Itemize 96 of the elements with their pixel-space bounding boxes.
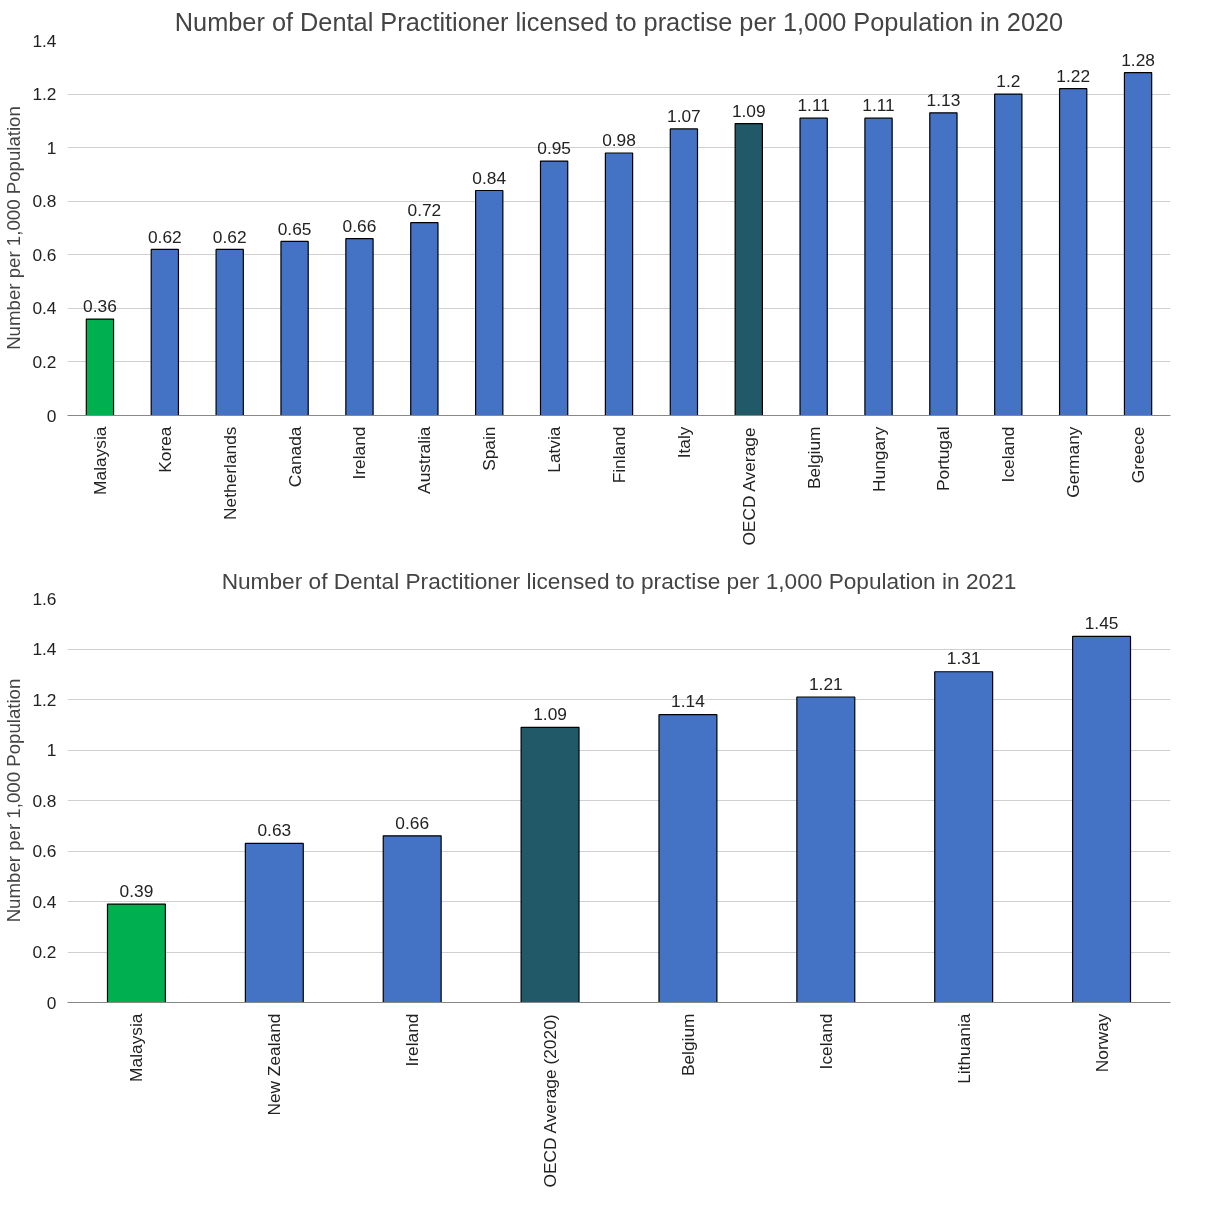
bar — [539, 160, 569, 416]
data-label: 1.11 — [862, 95, 895, 116]
data-label: 1.28 — [1121, 49, 1155, 70]
bar — [799, 117, 828, 416]
bar — [106, 903, 166, 1003]
data-label: 0.98 — [602, 130, 636, 151]
data-label: 1.31 — [946, 648, 981, 669]
x-tick-label: Belgium — [677, 1013, 698, 1077]
data-label: 0.63 — [257, 820, 292, 841]
y-axis-title: Number per 1,000 Population — [3, 106, 25, 350]
chart-title: Number of Dental Practitioner licensed to practise per 1,000 Population in 2020 — [174, 7, 1064, 36]
x-tick-label: Ireland — [349, 426, 370, 480]
x-tick-label: Australia — [414, 426, 435, 494]
y-tick-label: 1 — [46, 740, 57, 760]
bar — [1058, 88, 1088, 416]
bar — [658, 714, 718, 1003]
bar — [734, 122, 763, 416]
x-tick-label: Ireland — [402, 1013, 423, 1067]
y-tick-label: 0 — [46, 992, 57, 1013]
x-tick-label: Belgium — [803, 426, 824, 490]
bar — [604, 152, 634, 416]
x-tick-label: Lithuania — [953, 1013, 974, 1084]
bar — [85, 318, 115, 416]
data-label: 0.62 — [147, 226, 182, 247]
y-tick-label: 0.6 — [32, 244, 57, 265]
data-label: 0.95 — [537, 138, 571, 159]
bar — [796, 696, 856, 1003]
data-label: 0.72 — [407, 199, 442, 220]
data-label: 0.84 — [472, 167, 507, 188]
data-label: 0.66 — [342, 215, 377, 236]
data-label: 1.14 — [671, 691, 706, 712]
data-label: 0.66 — [395, 812, 430, 833]
y-tick-label: 1.2 — [32, 84, 57, 105]
x-tick-label: Korea — [154, 426, 175, 473]
bar — [215, 248, 244, 416]
y-tick-label: 1.6 — [32, 588, 57, 609]
data-label: 1.11 — [797, 95, 830, 116]
bar — [1123, 72, 1153, 416]
data-label: 1.13 — [926, 90, 961, 111]
data-label: 0.62 — [212, 226, 247, 247]
x-tick-label: New Zealand — [264, 1013, 285, 1116]
x-tick-label: Netherlands — [219, 426, 240, 520]
x-tick-label: Canada — [284, 426, 305, 488]
y-tick-label: 0.4 — [32, 891, 57, 912]
data-label: 0.39 — [119, 880, 154, 901]
y-tick-label: 0.2 — [32, 942, 57, 962]
x-tick-label: Iceland — [998, 426, 1019, 483]
x-tick-label: Finland — [609, 426, 629, 484]
bar — [669, 128, 699, 416]
bar — [864, 117, 893, 416]
x-tick-label: Iceland — [815, 1013, 836, 1070]
x-tick-label: Portugal — [933, 426, 954, 492]
y-tick-label: 0.4 — [32, 298, 57, 319]
bar — [280, 240, 309, 416]
bar — [1072, 635, 1132, 1003]
x-tick-label: Hungary — [868, 426, 889, 492]
x-tick-label: OECD Average (2020) — [540, 1014, 561, 1188]
bar — [934, 671, 994, 1003]
y-tick-label: 0 — [46, 405, 57, 426]
y-tick-label: 0.8 — [32, 790, 57, 811]
y-tick-label: 1.4 — [32, 639, 57, 659]
bar — [382, 835, 442, 1003]
bar — [994, 93, 1023, 416]
chart-title: Number of Dental Practitioner licensed to practise per 1,000 Population in 2021 — [221, 567, 1017, 594]
bar — [345, 238, 374, 416]
data-label: 1.21 — [808, 673, 843, 694]
x-tick-label: Germany — [1063, 426, 1084, 498]
data-label: 1.2 — [996, 71, 1021, 92]
bar — [520, 726, 580, 1003]
bar — [475, 189, 504, 416]
x-tick-label: Greece — [1128, 426, 1149, 484]
data-label: 1.45 — [1084, 613, 1119, 634]
x-tick-label: Malaysia — [89, 426, 110, 495]
x-tick-label: Norway — [1091, 1013, 1112, 1073]
x-tick-label: Malaysia — [126, 1013, 147, 1082]
data-label: 0.36 — [83, 296, 117, 317]
data-label: 1.07 — [667, 106, 701, 127]
x-tick-label: Latvia — [544, 426, 565, 473]
y-tick-label: 1 — [46, 137, 57, 158]
y-tick-label: 0.8 — [32, 191, 57, 212]
bar — [244, 842, 304, 1003]
bar — [929, 112, 958, 416]
data-label: 1.09 — [533, 704, 567, 724]
x-tick-label: Italy — [673, 426, 694, 459]
bar — [150, 248, 180, 416]
bar — [410, 222, 439, 416]
data-label: 1.22 — [1056, 65, 1091, 86]
data-label: 1.09 — [731, 100, 766, 121]
y-tick-label: 0.6 — [32, 841, 57, 861]
y-tick-label: 1.4 — [32, 30, 57, 51]
x-tick-label: Spain — [479, 426, 500, 471]
y-tick-label: 1.2 — [32, 689, 57, 710]
data-label: 0.65 — [277, 218, 312, 239]
y-axis-title: Number per 1,000 Population — [3, 678, 25, 923]
y-tick-label: 0.2 — [32, 351, 57, 372]
x-tick-label: OECD Average — [738, 427, 759, 546]
